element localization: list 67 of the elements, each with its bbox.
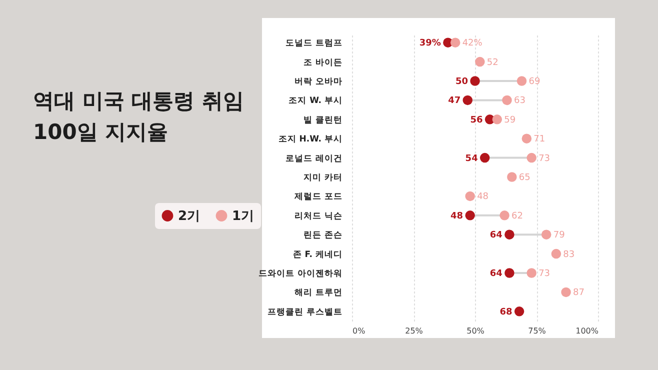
point xyxy=(507,172,517,182)
point xyxy=(504,268,514,278)
y-tick-label: 프랭클린 루스벨트 xyxy=(268,307,342,318)
data-label: 68 xyxy=(500,307,512,318)
point xyxy=(504,230,514,240)
data-label: 52 xyxy=(486,58,498,68)
data-label: 87 xyxy=(573,288,584,298)
y-tick-label: 리처드 닉슨 xyxy=(294,211,342,222)
data-label: 65 xyxy=(518,173,530,183)
y-tick-label: 조 바이든 xyxy=(304,58,342,68)
data-label: 59 xyxy=(504,115,516,126)
point xyxy=(500,210,510,220)
y-tick-label: 드와이트 아이젠하워 xyxy=(258,269,342,279)
y-tick-label: 린든 존슨 xyxy=(304,230,342,241)
text: 역대 미국 대통령 취임 100일 지지율 xyxy=(33,88,245,146)
point xyxy=(526,152,536,163)
data-label: 42% xyxy=(462,38,483,49)
point xyxy=(492,114,502,124)
point xyxy=(475,56,485,67)
point xyxy=(480,152,490,163)
y-tick-label: 버락 오바마 xyxy=(294,77,342,87)
data-label: 64 xyxy=(490,230,502,241)
data-label: 71 xyxy=(534,134,546,145)
point xyxy=(541,230,552,240)
data-label: 64 xyxy=(490,269,502,279)
data-label: 50 xyxy=(455,77,468,87)
legend-label: 1기 xyxy=(232,208,254,224)
point xyxy=(526,268,536,278)
data-label: 73 xyxy=(538,269,550,279)
data-label: 63 xyxy=(514,96,526,106)
point xyxy=(470,76,480,86)
data-label: 56 xyxy=(470,115,483,126)
data-label: 48 xyxy=(477,192,489,202)
y-tick-label: 도널드 트럼프 xyxy=(286,38,342,49)
y-tick-label: 로널드 레이건 xyxy=(286,154,342,164)
y-tick-label: 해리 트루먼 xyxy=(294,288,342,298)
data-label: 69 xyxy=(528,77,540,87)
point xyxy=(561,287,571,298)
point xyxy=(465,210,475,220)
y-tick-label: 조지 W. 부시 xyxy=(288,96,342,106)
point xyxy=(522,134,532,144)
y-tick-label: 제럴드 포드 xyxy=(294,192,342,202)
data-label: 54 xyxy=(465,154,478,164)
point xyxy=(465,191,475,202)
point xyxy=(450,38,460,48)
y-tick-label: 지미 카터 xyxy=(302,173,342,183)
data-label: 73 xyxy=(538,154,550,164)
point xyxy=(502,95,512,106)
x-tick-label: 100% xyxy=(576,326,599,336)
x-tick-label: 25% xyxy=(405,326,424,336)
y-tick-label: 빌 클린턴 xyxy=(304,115,342,126)
x-tick-label: 50% xyxy=(466,326,485,336)
point xyxy=(462,95,472,106)
y-tick-label: 조지 H.W. 부시 xyxy=(278,134,342,145)
x-tick-label: 0% xyxy=(352,326,366,336)
y-tick-label: 존 F. 케네디 xyxy=(292,250,342,260)
data-label: 83 xyxy=(563,250,575,260)
x-tick-label: 75% xyxy=(528,326,546,336)
data-label: 79 xyxy=(553,230,566,241)
data-label: 39% xyxy=(419,38,441,49)
legend-label: 2기 xyxy=(178,208,200,224)
data-label: 47 xyxy=(448,96,461,106)
data-label: 48 xyxy=(450,211,464,222)
point xyxy=(514,306,524,316)
point xyxy=(516,76,527,86)
data-label: 62 xyxy=(512,211,523,222)
point xyxy=(551,248,562,259)
